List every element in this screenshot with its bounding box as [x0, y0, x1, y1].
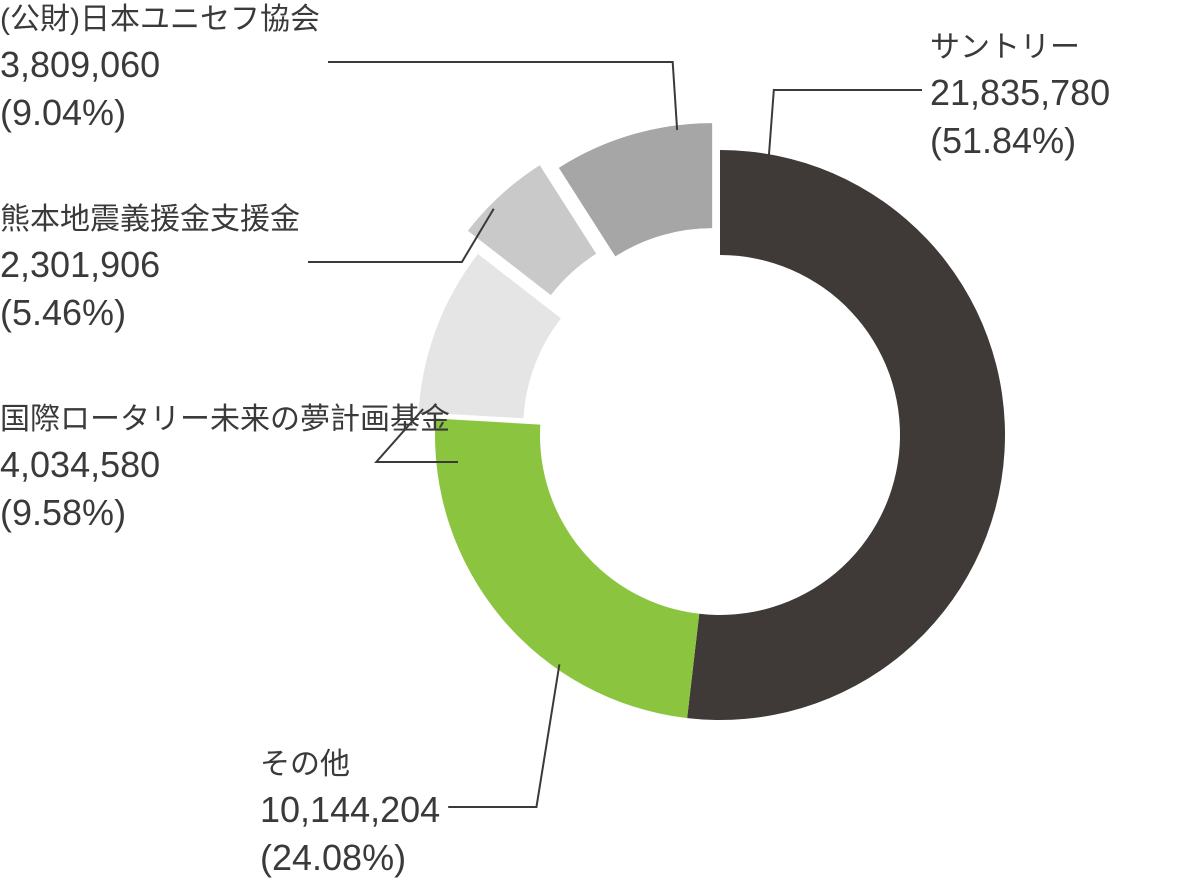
slice-label: 国際ロータリー未来の夢計画基金 4,034,580 (9.58%) — [0, 400, 450, 538]
slice-pct: (9.04%) — [0, 89, 320, 138]
slice-pct: (9.58%) — [0, 489, 450, 538]
leader-line — [769, 90, 922, 159]
donut-slice — [687, 150, 1005, 720]
donut-slice — [435, 419, 699, 719]
slice-pct: (51.84%) — [930, 117, 1110, 166]
donut-chart: サントリー 21,835,780 (51.84%) (公財)日本ユニセフ協会 3… — [0, 0, 1186, 888]
slice-pct: (5.46%) — [0, 289, 300, 338]
slice-label: サントリー 21,835,780 (51.84%) — [930, 28, 1110, 166]
slice-title: 熊本地震義援金支援金 — [0, 200, 300, 241]
slice-title: (公財)日本ユニセフ協会 — [0, 0, 320, 41]
slice-title: サントリー — [930, 28, 1110, 69]
leader-line — [308, 209, 494, 262]
slice-label: 熊本地震義援金支援金 2,301,906 (5.46%) — [0, 200, 300, 338]
slice-title: 国際ロータリー未来の夢計画基金 — [0, 400, 450, 441]
leader-line — [448, 664, 559, 807]
slice-pct: (24.08%) — [260, 834, 440, 883]
slice-value: 21,835,780 — [930, 69, 1110, 118]
slice-label: その他 10,144,204 (24.08%) — [260, 745, 440, 883]
slice-value: 2,301,906 — [0, 241, 300, 290]
slice-value: 3,809,060 — [0, 41, 320, 90]
slice-value: 10,144,204 — [260, 786, 440, 835]
slice-value: 4,034,580 — [0, 441, 450, 490]
leader-line — [328, 62, 677, 130]
slice-title: その他 — [260, 745, 440, 786]
slice-label: (公財)日本ユニセフ協会 3,809,060 (9.04%) — [0, 0, 320, 138]
